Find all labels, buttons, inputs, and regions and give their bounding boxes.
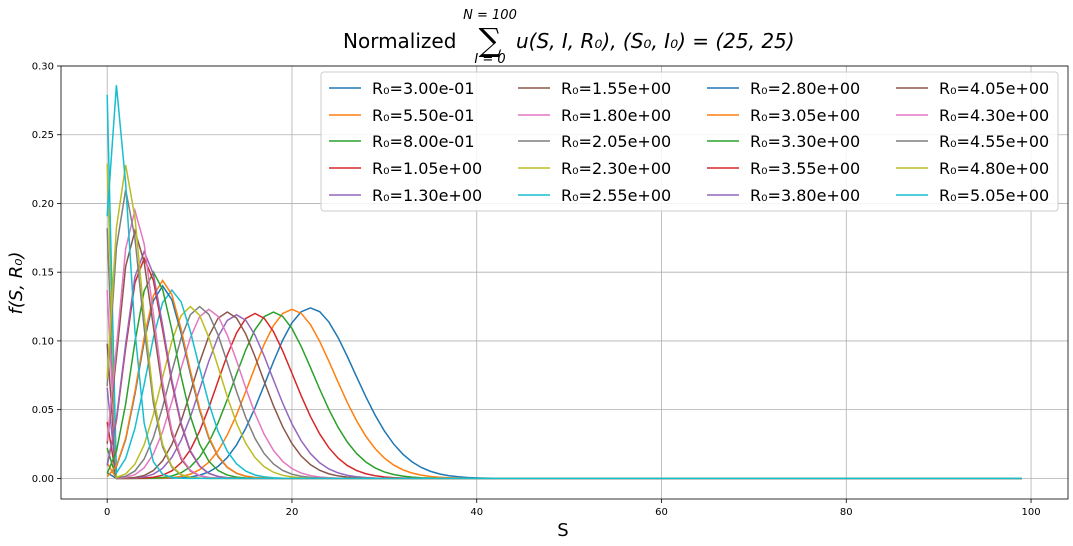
chart-title-sum-symbol: ∑ [479, 21, 502, 59]
legend-label: R₀=1.80e+00 [561, 106, 671, 125]
legend-label: R₀=1.05e+00 [372, 159, 482, 178]
axes [60, 65, 1069, 500]
x-tick-label: 100 [1021, 507, 1040, 518]
y-tick-label: 0.20 [32, 199, 54, 210]
y-tick-label: 0.25 [32, 130, 54, 141]
x-axis-label: S [557, 520, 568, 541]
y-tick-label: 0.30 [32, 62, 54, 73]
ticks: 0 20 40 60 80 100 0.00 0.05 0.10 0.15 0.20 0.25 0.30 [32, 62, 1041, 519]
y-tick-label: 0.05 [32, 405, 54, 416]
legend-label: R₀=5.50e-01 [372, 106, 475, 125]
legend-label: R₀=3.30e+00 [750, 132, 860, 151]
chart-title: Normalized N = 100 ∑ I = 0 u(S, I, R₀), … [343, 8, 795, 67]
series-lines [106, 85, 1022, 480]
chart-title-expression: u(S, I, R₀), (S₀, I₀) = (25, 25) [516, 29, 795, 53]
y-tick-label: 0.10 [32, 336, 54, 347]
legend-box [320, 71, 1059, 212]
legend-label: R₀=4.80e+00 [939, 159, 1049, 178]
legend-label: R₀=3.00e-01 [372, 79, 475, 98]
legend-label: R₀=4.05e+00 [939, 79, 1049, 98]
legend-label: R₀=2.05e+00 [561, 132, 671, 151]
legend-label: R₀=3.05e+00 [750, 106, 860, 125]
legend-label: R₀=2.30e+00 [561, 159, 671, 178]
legend-label: R₀=3.80e+00 [750, 186, 860, 205]
legend-label: R₀=4.30e+00 [939, 106, 1049, 125]
x-tick-label: 20 [286, 507, 299, 518]
chart-title-sum-lower: I = 0 [474, 52, 505, 67]
legend-label: R₀=1.55e+00 [561, 79, 671, 98]
legend-label: R₀=4.55e+00 [939, 132, 1049, 151]
y-axis-label: f(S, R₀) [6, 252, 27, 315]
chart-title-sum-upper: N = 100 [463, 8, 517, 23]
x-tick-label: 80 [840, 507, 853, 518]
y-tick-label: 0.00 [32, 474, 54, 485]
legend-label: R₀=8.00e-01 [372, 132, 475, 151]
series-line [106, 85, 1022, 480]
legend-label: R₀=2.55e+00 [561, 186, 671, 205]
axes-frame [60, 65, 1069, 500]
x-tick-label: 40 [470, 507, 483, 518]
legend: R₀=3.00e-01 R₀=5.50e-01 R₀=8.00e-01 R₀=1.05… [320, 71, 1059, 212]
legend-label: R₀=2.80e+00 [750, 79, 860, 98]
y-tick-label: 0.15 [32, 268, 54, 279]
x-tick-label: 0 [104, 507, 110, 518]
chart-title-prefix: Normalized [343, 29, 456, 53]
legend-label: R₀=5.05e+00 [939, 186, 1049, 205]
x-tick-label: 60 [655, 507, 668, 518]
legend-label: R₀=1.30e+00 [372, 186, 482, 205]
legend-label: R₀=3.55e+00 [750, 159, 860, 178]
